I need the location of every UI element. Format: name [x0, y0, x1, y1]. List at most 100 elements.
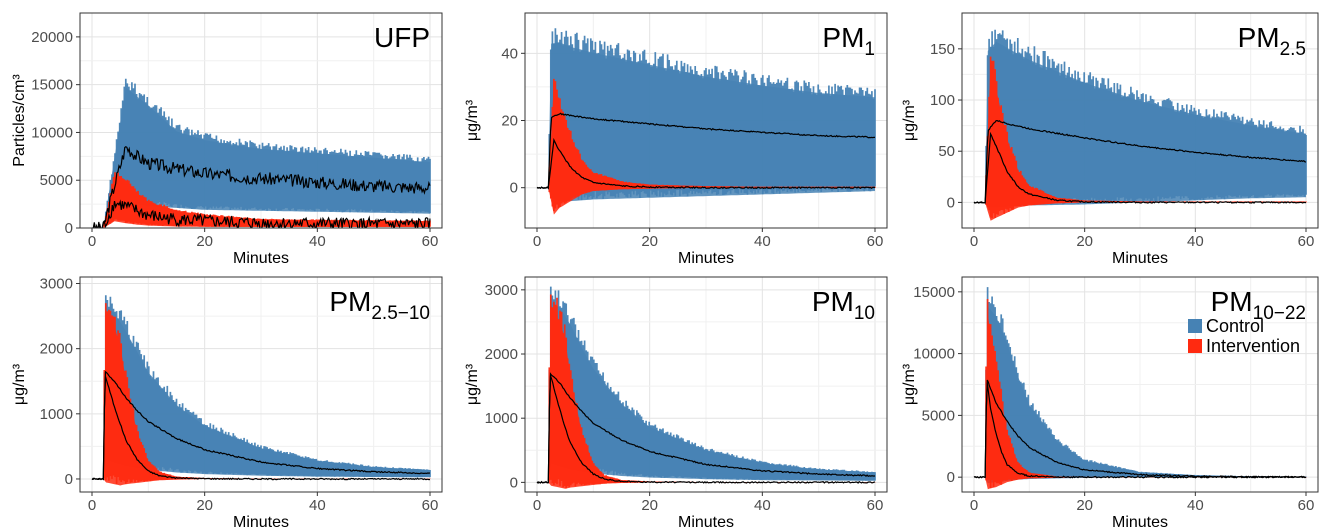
panel-title-subscript: 10 — [854, 303, 875, 324]
x-tick-label: 40 — [309, 497, 326, 514]
plot-marks — [91, 78, 431, 228]
panel-pm1: 0 20 40 60 0 20 40 Minutes μg/m³ PM1 — [464, 12, 888, 267]
x-tick-label: 0 — [88, 233, 96, 250]
x-tick-label: 40 — [309, 233, 326, 250]
series-envelope-control — [537, 42, 875, 202]
mean-line-intervention — [973, 131, 1307, 204]
y-axis-label: μg/m³ — [464, 363, 481, 405]
y-tick-label: 2000 — [485, 346, 518, 363]
panel-title-main: PM — [812, 286, 854, 317]
panel-pm25: 0 20 40 60 0 50 100 150 Minutes μg/m³ PM2.5 — [901, 12, 1319, 267]
panel-pm1022: 0 20 40 60 0 5000 10000 15000 Minutes μg/m³ PM10−2… — [901, 276, 1319, 528]
x-tick-label: 60 — [1298, 497, 1315, 514]
panel-title: PM10−22 — [1211, 286, 1306, 324]
series-envelope-control — [92, 87, 430, 228]
panel-title-main: PM — [329, 286, 371, 317]
mean-line-control — [973, 119, 1307, 204]
x-tick-label: 60 — [1298, 233, 1315, 250]
y-tick-label: 20 — [501, 113, 518, 130]
panel-title-main: PM — [1211, 286, 1253, 317]
panel-border — [961, 276, 1319, 493]
mean-line-intervention — [91, 199, 431, 228]
x-tick-label: 40 — [754, 497, 771, 514]
panel-border — [524, 276, 888, 493]
series-envelope-intervention — [92, 175, 430, 228]
y-tick-label: 0 — [65, 220, 73, 237]
x-axis-label: Minutes — [233, 514, 289, 528]
x-axis-label: Minutes — [678, 250, 734, 267]
y-tick-label: 15000 — [31, 77, 73, 94]
series-envelope-intervention — [537, 305, 875, 489]
series-envelope-intervention — [974, 313, 1306, 490]
panel-title: PM1 — [822, 22, 875, 60]
y-tick-label: 0 — [947, 194, 955, 211]
x-tick-label: 60 — [422, 233, 439, 250]
x-tick-label: 40 — [1187, 497, 1204, 514]
series-envelope-control — [974, 41, 1306, 208]
y-tick-label: 3000 — [485, 282, 518, 299]
y-tick-label: 1000 — [485, 410, 518, 427]
plot-marks — [536, 28, 876, 215]
plot-marks — [973, 29, 1307, 221]
x-tick-label: 20 — [1076, 233, 1093, 250]
x-tick-label: 60 — [867, 497, 884, 514]
x-axis-label: Minutes — [1112, 250, 1168, 267]
x-axis-label: Minutes — [678, 514, 734, 528]
y-tick-label: 5000 — [922, 407, 955, 424]
panel-title: PM2.5−10 — [329, 286, 430, 324]
x-tick-label: 0 — [533, 233, 541, 250]
x-tick-label: 20 — [1076, 497, 1093, 514]
y-tick-label: 15000 — [913, 284, 955, 301]
x-tick-label: 20 — [196, 233, 213, 250]
y-axis-label: μg/m³ — [464, 99, 481, 141]
legend-swatch-intervention — [1188, 339, 1202, 353]
mean-line-control — [92, 145, 431, 228]
x-tick-label: 0 — [970, 233, 978, 250]
panel-border — [961, 12, 1319, 229]
y-tick-label: 1000 — [40, 406, 73, 423]
y-tick-label: 20000 — [31, 29, 73, 46]
series-envelope-intervention — [92, 311, 430, 486]
y-tick-label: 0 — [65, 471, 73, 488]
panel-title-main: UFP — [374, 22, 430, 53]
y-tick-label: 10000 — [31, 124, 73, 141]
x-tick-label: 40 — [754, 233, 771, 250]
panel-title: UFP — [374, 22, 430, 53]
panel-pm2510: 0 20 40 60 0 1000 2000 3000 Minutes μg/m³ PM2.5−10 — [11, 276, 443, 528]
series-envelope-control — [92, 307, 430, 479]
y-tick-label: 40 — [501, 45, 518, 62]
y-tick-label: 3000 — [40, 276, 73, 293]
x-axis-label: Minutes — [1112, 514, 1168, 528]
mean-line-control — [91, 370, 431, 481]
mean-line-control — [536, 372, 876, 484]
panel-ufp: 0 20 40 60 0 5000 10000 15000 20000 Minutes Partic… — [11, 12, 443, 267]
x-axis-label: Minutes — [233, 250, 289, 267]
y-axis-label: μg/m³ — [901, 363, 918, 405]
panel-border — [79, 12, 443, 229]
mean-line-intervention — [973, 383, 1307, 479]
series-envelope-control — [537, 302, 875, 483]
y-axis-label: μg/m³ — [901, 99, 918, 141]
panel-title-main: PM — [1238, 22, 1280, 53]
series-envelope-intervention — [974, 61, 1306, 221]
y-tick-label: 5000 — [40, 172, 73, 189]
panel-title-subscript: 2.5−10 — [371, 303, 430, 324]
x-tick-label: 20 — [641, 233, 658, 250]
mean-line-intervention — [536, 375, 876, 484]
x-tick-label: 40 — [1187, 233, 1204, 250]
x-tick-label: 60 — [867, 233, 884, 250]
x-tick-label: 0 — [88, 497, 96, 514]
mean-line-intervention — [91, 376, 431, 481]
x-tick-label: 0 — [533, 497, 541, 514]
plot-marks — [91, 295, 431, 486]
y-tick-label: 150 — [930, 41, 955, 58]
panel-title-subscript: 1 — [864, 39, 875, 60]
plot-marks — [973, 287, 1307, 490]
y-tick-label: 0 — [510, 180, 518, 197]
x-tick-label: 60 — [422, 497, 439, 514]
x-tick-label: 0 — [970, 497, 978, 514]
y-tick-label: 10000 — [913, 346, 955, 363]
panel-title-subscript: 10−22 — [1253, 303, 1306, 324]
y-tick-label: 0 — [947, 469, 955, 486]
